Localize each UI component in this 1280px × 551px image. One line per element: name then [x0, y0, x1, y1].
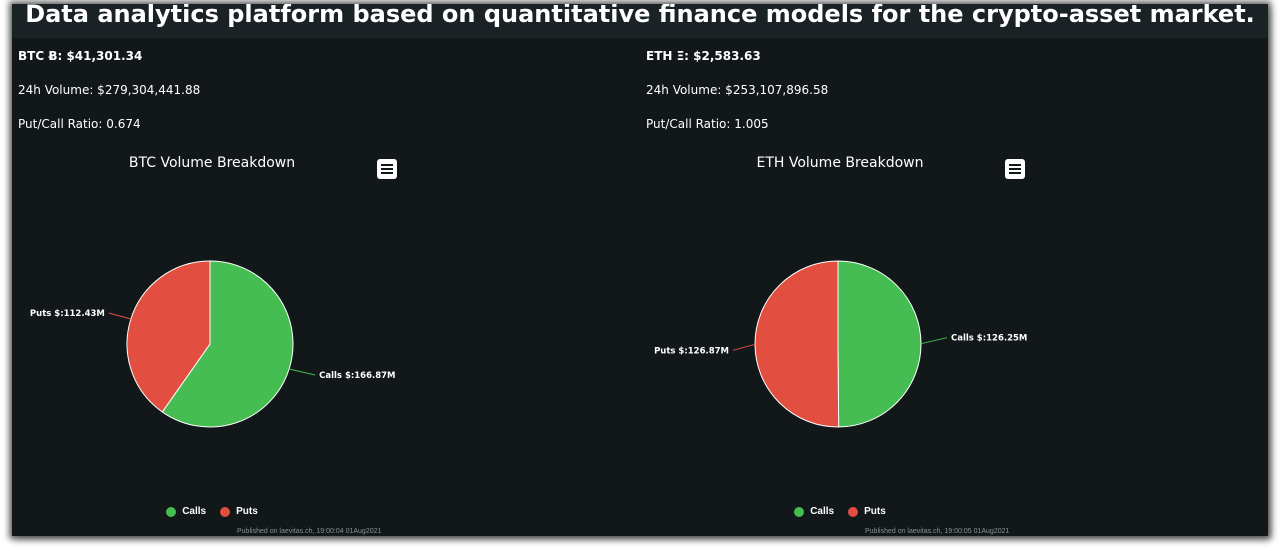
- data-label-calls: Calls $:166.87M: [319, 371, 395, 381]
- legend-puts-marker: [220, 506, 231, 517]
- legend-puts-marker: [848, 506, 859, 517]
- btc-put-call-ratio: Put/Call Ratio: 0.674: [18, 117, 141, 131]
- site-title: Data analytics platform based on quantit…: [25, 4, 1255, 28]
- eth-panel: ETH Ξ: $2,583.63 24h Volume: $253,107,89…: [640, 38, 1268, 536]
- btc-price: BTC Ƀ: $41,301.34: [18, 49, 143, 63]
- legend-item-puts[interactable]: Puts: [220, 506, 258, 517]
- btc-volume-pie-chart: Calls $:166.87M Puts $:112.43M: [30, 260, 396, 428]
- data-label-connector-puts: [108, 312, 131, 320]
- eth-24h-volume: 24h Volume: $253,107,896.58: [646, 83, 829, 97]
- legend-calls-marker: [794, 506, 805, 517]
- pie-slice-puts[interactable]: [126, 260, 211, 413]
- header-bar: Data analytics platform based on quantit…: [12, 4, 1268, 38]
- eth-chart-legend: Calls Puts: [640, 506, 1040, 517]
- pie-slice-calls[interactable]: [837, 260, 922, 428]
- eth-published-note: Published on laevitas.ch, 19:00:05 01Aug…: [865, 528, 1010, 535]
- data-label-connector-calls: [289, 368, 316, 376]
- btc-published-note: Published on laevitas.ch, 19:00:04 01Aug…: [237, 528, 382, 535]
- eth-put-call-ratio: Put/Call Ratio: 1.005: [646, 117, 769, 131]
- eth-chart-title: ETH Volume Breakdown: [756, 155, 924, 171]
- legend-item-calls[interactable]: Calls: [166, 506, 206, 517]
- hamburger-menu-icon: [381, 164, 393, 166]
- legend-calls-marker: [166, 506, 177, 517]
- legend-calls-label: Calls: [810, 506, 835, 517]
- eth-price: ETH Ξ: $2,583.63: [646, 49, 761, 63]
- btc-panel: BTC Ƀ: $41,301.34 24h Volume: $279,304,4…: [12, 38, 640, 536]
- legend-item-puts[interactable]: Puts: [848, 506, 886, 517]
- data-label-connector-puts: [732, 343, 756, 351]
- eth-volume-pie-chart: Calls $:126.25M Puts $:126.87M: [654, 260, 1027, 428]
- btc-24h-volume: 24h Volume: $279,304,441.88: [18, 83, 201, 97]
- btc-chart-legend: Calls Puts: [12, 506, 412, 517]
- eth-chart-menu-button[interactable]: [1005, 159, 1025, 179]
- pie-slice-puts[interactable]: [754, 260, 840, 428]
- dashboard-frame: Data analytics platform based on quantit…: [12, 4, 1268, 536]
- btc-chart-title: BTC Volume Breakdown: [128, 155, 296, 171]
- data-label-puts: Puts $:112.43M: [30, 309, 105, 319]
- hamburger-menu-icon: [1009, 164, 1021, 166]
- legend-item-calls[interactable]: Calls: [794, 506, 834, 517]
- data-label-puts: Puts $:126.87M: [654, 346, 729, 356]
- legend-puts-label: Puts: [236, 506, 258, 517]
- data-label-connector-calls: [920, 337, 948, 345]
- legend-calls-label: Calls: [182, 506, 207, 517]
- data-label-calls: Calls $:126.25M: [951, 334, 1027, 344]
- legend-puts-label: Puts: [864, 506, 886, 517]
- btc-chart-menu-button[interactable]: [377, 159, 397, 179]
